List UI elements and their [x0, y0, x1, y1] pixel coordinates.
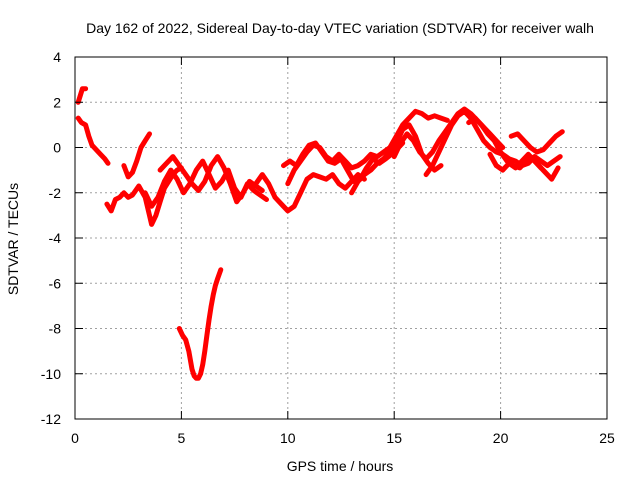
x-tick-label: 15	[386, 430, 402, 446]
x-tick-label: 20	[493, 430, 509, 446]
series-pass-16	[487, 151, 544, 173]
y-tick-label: -12	[41, 411, 61, 427]
y-axis-label: SDTVAR / TECUs	[5, 183, 21, 295]
data-series	[75, 86, 565, 381]
series-pass-3	[104, 165, 184, 227]
series-pass-13	[423, 108, 563, 178]
x-tick-label: 5	[178, 430, 186, 446]
grid-lines	[75, 57, 607, 419]
series-pass-7	[176, 267, 224, 381]
x-axis-label: GPS time / hours	[287, 458, 394, 474]
y-tick-label: -10	[41, 366, 61, 382]
x-tick-label: 25	[599, 430, 615, 446]
series-pass-4	[121, 131, 152, 180]
y-tick-label: -2	[49, 185, 62, 201]
series-pass-15	[508, 129, 565, 155]
series-pass-2	[75, 115, 111, 166]
x-tick-label: 0	[71, 430, 79, 446]
y-tick-label: -4	[49, 230, 62, 246]
y-tick-label: 4	[53, 49, 61, 65]
series-pass-1	[75, 86, 89, 105]
axis-ticks: 0 5 10 15 20 25 -12 -10 -8 -6 -4 -2 0 2 4	[41, 49, 615, 446]
y-tick-label: 0	[53, 140, 61, 156]
y-tick-label: 2	[53, 94, 61, 110]
y-tick-label: -6	[49, 275, 62, 291]
chart-title: Day 162 of 2022, Sidereal Day-to-day VTE…	[86, 20, 594, 36]
x-tick-label: 10	[280, 430, 296, 446]
series-pass-8	[253, 172, 367, 214]
series-pass-6	[157, 154, 265, 205]
y-tick-label: -8	[49, 321, 62, 337]
series-pass-10	[285, 108, 450, 187]
